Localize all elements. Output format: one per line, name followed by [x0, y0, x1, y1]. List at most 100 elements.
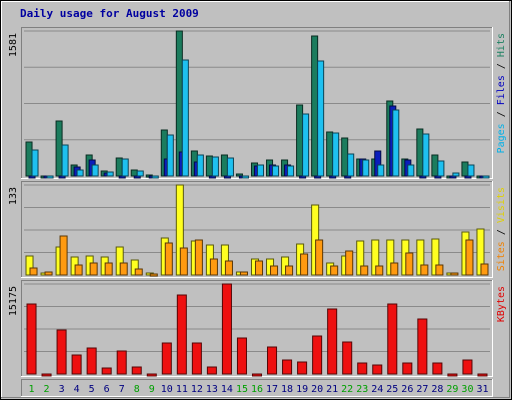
- bar-pages-3: [61, 144, 69, 177]
- bar-sites-19: [300, 253, 309, 276]
- bar-sites-1: [29, 267, 38, 276]
- bar-sites-4: [74, 264, 83, 276]
- bar-hits-20: [311, 35, 319, 177]
- x-tick-label: 8: [134, 384, 140, 395]
- bar-pages-28: [437, 160, 445, 177]
- bar-hits-30: [461, 161, 469, 177]
- bar-pages-5: [91, 164, 99, 177]
- bar-pages-4: [76, 169, 84, 177]
- bar-sites-28: [435, 264, 444, 276]
- x-tick-label: 30: [461, 384, 473, 395]
- legend-part: /: [496, 105, 507, 123]
- x-tick-label: 21: [326, 384, 338, 395]
- legend-part: Pages: [496, 123, 507, 153]
- bar-kbytes-17: [267, 346, 278, 375]
- panel-mid-legend-label: Sites / Visits: [496, 187, 507, 271]
- bar-sites-11: [179, 247, 188, 276]
- bar-pages-11: [181, 59, 189, 177]
- x-tick-label: 23: [356, 384, 368, 395]
- panels-layer: 1581 Pages / Files / Hits 133 Sites / Visit…: [8, 27, 507, 377]
- bar-sites-30: [465, 239, 474, 276]
- bar-kbytes-24: [372, 364, 383, 375]
- bar-kbytes-11: [176, 294, 187, 375]
- bar-hits-8: [130, 169, 138, 177]
- bar-pages-8: [136, 170, 144, 177]
- bar-pages-26: [407, 164, 415, 177]
- x-tick-label: 7: [119, 384, 125, 395]
- x-tick-label: 10: [161, 384, 173, 395]
- legend-part: Hits: [496, 33, 507, 57]
- x-tick-label: 31: [476, 384, 488, 395]
- bar-hits-1: [25, 141, 33, 177]
- bar-pages-1: [31, 149, 39, 177]
- bar-kbytes-1: [26, 303, 37, 375]
- bar-sites-12: [194, 239, 203, 276]
- bar-sites-9: [149, 273, 158, 277]
- bar-sites-21: [330, 265, 339, 276]
- x-tick-label: 14: [221, 384, 233, 395]
- bar-pages-19: [302, 113, 310, 177]
- bar-pages-14: [226, 157, 234, 177]
- bar-kbytes-26: [402, 362, 413, 375]
- bar-pages-22: [347, 153, 355, 177]
- bar-sites-13: [209, 258, 218, 276]
- x-tick-label: 17: [266, 384, 278, 395]
- bar-pages-2: [46, 175, 54, 179]
- bar-hits-22: [341, 137, 349, 177]
- bar-pages-30: [467, 164, 475, 177]
- legend-part: /: [496, 57, 507, 75]
- x-tick-label: 3: [59, 384, 65, 395]
- panel-bot-max-label: 15175: [8, 286, 19, 316]
- bar-sites-23: [360, 265, 369, 276]
- bar-hits-7: [115, 157, 123, 177]
- bar-sites-20: [315, 239, 324, 276]
- x-tick-label: 12: [191, 384, 203, 395]
- x-tick-label: 29: [446, 384, 458, 395]
- x-axis-frame: [21, 379, 493, 397]
- bar-kbytes-23: [357, 362, 368, 375]
- bar-pages-24: [377, 164, 385, 177]
- bar-pages-16: [256, 164, 265, 177]
- panel-top-max-label: 1581: [8, 33, 19, 57]
- bar-hits-13: [205, 155, 213, 177]
- bar-sites-14: [224, 260, 233, 276]
- bar-sites-31: [480, 263, 489, 276]
- x-tick-label: 27: [416, 384, 428, 395]
- bar-pages-6: [106, 171, 114, 177]
- bar-hits-28: [431, 154, 439, 177]
- panel-mid-max-label: 133: [8, 187, 19, 205]
- bar-kbytes-29: [447, 373, 458, 377]
- bar-pages-31: [482, 175, 490, 179]
- x-tick-label: 4: [74, 384, 80, 395]
- bar-kbytes-20: [312, 335, 323, 375]
- bar-hits-14: [220, 154, 228, 177]
- bar-sites-18: [285, 265, 294, 276]
- x-tick-label: 20: [311, 384, 323, 395]
- bar-kbytes-30: [462, 359, 473, 375]
- bar-sites-2: [44, 271, 53, 276]
- bar-hits-27: [416, 128, 424, 177]
- x-tick-label: 2: [44, 384, 50, 395]
- legend-part: KBytes: [496, 286, 507, 322]
- x-tick-label: 13: [206, 384, 218, 395]
- bar-hits-3: [55, 120, 63, 177]
- bar-pages-13: [211, 156, 219, 177]
- bar-kbytes-12: [191, 342, 202, 375]
- bar-sites-24: [375, 265, 384, 276]
- bar-sites-26: [405, 252, 414, 276]
- bar-sites-16: [254, 260, 264, 276]
- panel-top: 1581 Pages / Files / Hits: [8, 27, 507, 179]
- bar-sites-7: [119, 262, 128, 276]
- bar-kbytes-27: [417, 318, 428, 375]
- bar-kbytes-8: [131, 366, 142, 375]
- bar-sites-25: [390, 262, 399, 276]
- bar-sites-6: [104, 262, 113, 276]
- bar-kbytes-9: [146, 373, 157, 377]
- bar-sites-17: [270, 265, 279, 276]
- x-tick-label: 1: [29, 384, 35, 395]
- x-tick-label: 28: [431, 384, 443, 395]
- bar-sites-27: [420, 264, 429, 276]
- bar-pages-7: [121, 158, 129, 177]
- x-tick-label: 15: [236, 384, 248, 395]
